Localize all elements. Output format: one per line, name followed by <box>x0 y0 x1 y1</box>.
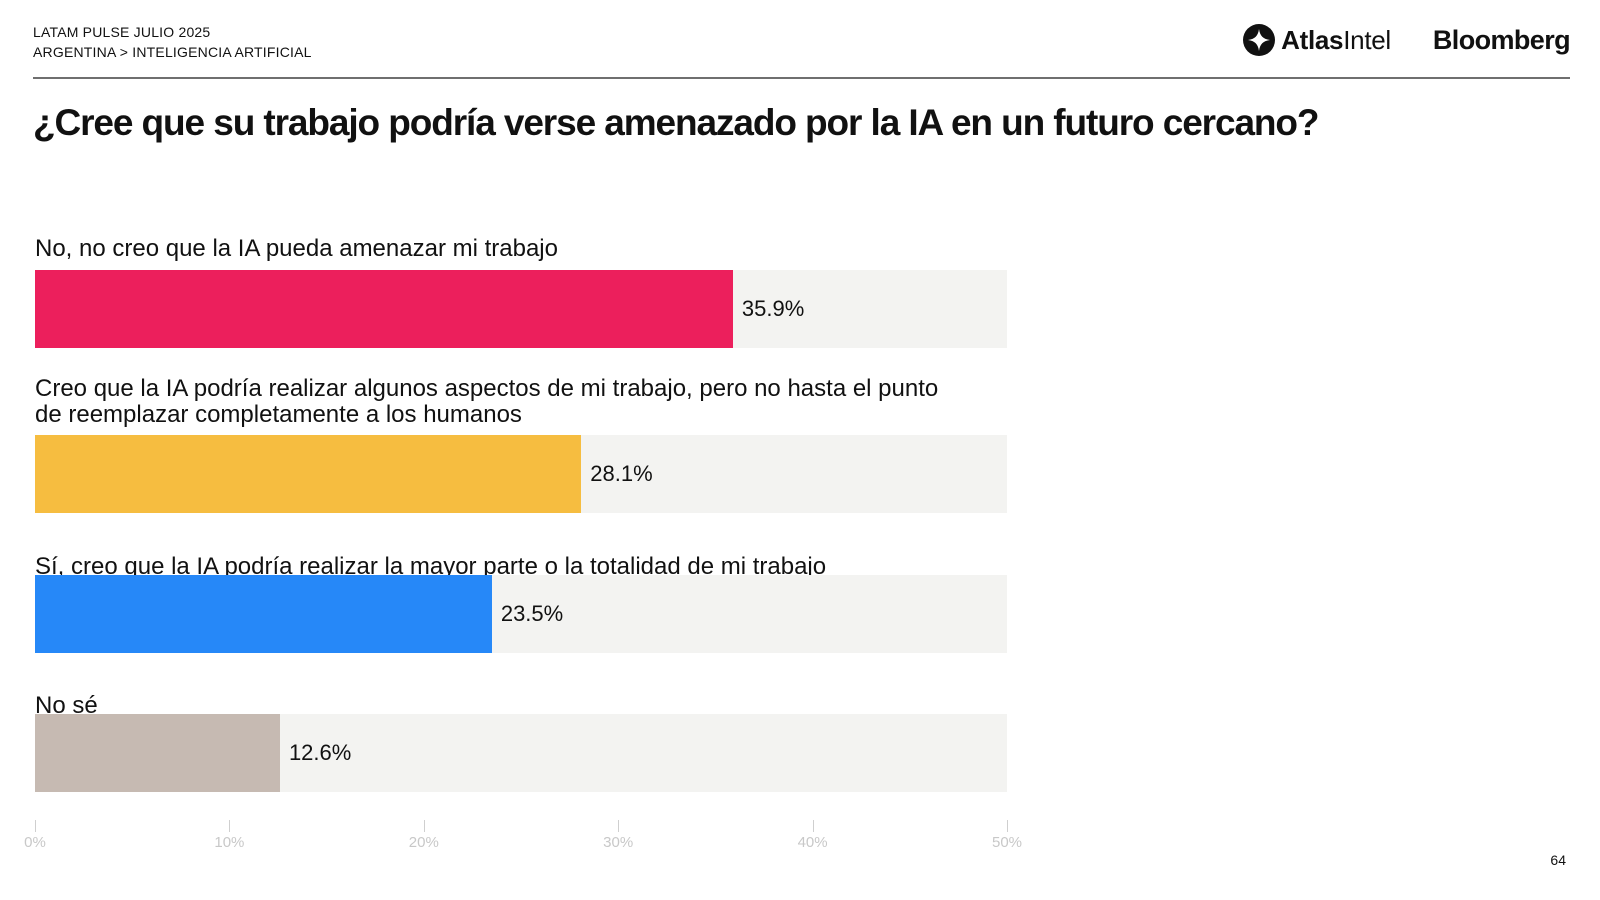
x-tick <box>812 820 814 832</box>
bar <box>35 714 280 792</box>
bar <box>35 575 492 653</box>
x-tick <box>423 820 425 832</box>
logos: AtlasIntel Bloomberg <box>1243 22 1571 58</box>
bar-value-label: 35.9% <box>741 296 805 321</box>
chart-title: ¿Cree que su trabajo podría verse amenaz… <box>33 102 1320 143</box>
bar <box>35 435 582 513</box>
header-divider <box>33 77 1570 79</box>
report-header: LATAM PULSE JULIO 2025 ARGENTINA > INTEL… <box>33 22 1570 78</box>
x-tick-label: 0% <box>24 834 46 851</box>
atlasintel-logo: AtlasIntel <box>1243 24 1391 56</box>
bar-chart: No, no creo que la IA pueda amenazar mi … <box>35 236 1045 856</box>
bar-value-label: 23.5% <box>500 601 564 626</box>
atlasintel-wordmark: AtlasIntel <box>1281 24 1391 55</box>
bar-track: 35.9% <box>35 270 1007 348</box>
report-title: LATAM PULSE JULIO 2025 <box>33 24 211 40</box>
x-tick-label: 50% <box>991 834 1023 851</box>
bar-value-label: 28.1% <box>590 461 653 486</box>
x-tick-label: 20% <box>408 834 439 851</box>
x-tick-label: 10% <box>214 834 245 851</box>
x-tick <box>229 820 231 832</box>
bar-track: 12.6% <box>35 714 1007 792</box>
x-tick <box>1007 820 1008 832</box>
atlasintel-mark-icon <box>1243 24 1276 56</box>
bloomberg-logo: Bloomberg <box>1432 24 1571 55</box>
page-number: 64 <box>1550 852 1566 868</box>
bar-track: 23.5% <box>35 575 1007 653</box>
bar-label: No, no creo que la IA pueda amenazar mi … <box>35 235 558 262</box>
x-tick-label: 30% <box>603 834 634 851</box>
breadcrumb: ARGENTINA > INTELIGENCIA ARTIFICIAL <box>33 44 312 60</box>
x-tick <box>35 820 36 832</box>
bar-label: Creo que la IA podría realizar algunos a… <box>35 375 939 428</box>
bar-track: 28.1% <box>35 435 1007 513</box>
x-axis: 0% 10% 20% 30% 40% 50% <box>24 820 1045 860</box>
x-tick-label: 40% <box>797 834 828 851</box>
bar-value-label: 12.6% <box>288 740 352 765</box>
x-tick <box>618 820 620 832</box>
bar <box>35 270 733 348</box>
